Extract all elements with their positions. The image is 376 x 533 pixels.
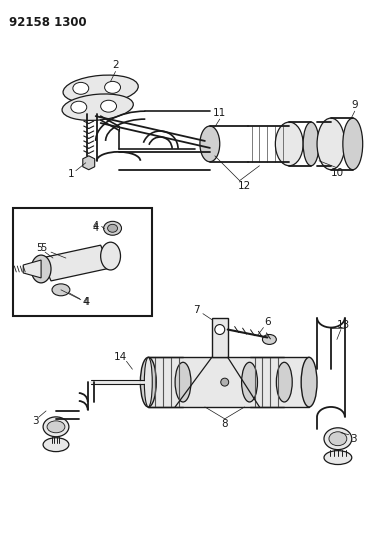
Ellipse shape [324,450,352,465]
Ellipse shape [276,362,292,402]
Polygon shape [41,245,111,281]
Text: 10: 10 [331,168,343,177]
Text: 4: 4 [84,297,90,306]
Ellipse shape [105,82,120,93]
Text: 7: 7 [193,305,199,314]
Ellipse shape [329,432,347,446]
Text: 6: 6 [264,317,271,327]
Text: 8: 8 [221,419,228,429]
Ellipse shape [31,255,51,283]
Ellipse shape [144,357,152,407]
Ellipse shape [301,357,317,407]
Ellipse shape [275,122,303,166]
Ellipse shape [101,242,120,270]
Text: 3: 3 [350,434,357,443]
Bar [212,318,228,357]
Ellipse shape [71,101,87,113]
Ellipse shape [200,126,220,162]
Text: 1: 1 [68,168,74,179]
Text: 9: 9 [352,100,358,110]
Polygon shape [83,156,95,169]
Ellipse shape [242,362,258,402]
Ellipse shape [215,325,225,335]
Text: 3: 3 [32,416,38,426]
Text: 4: 4 [92,223,99,233]
Text: 92158 1300: 92158 1300 [9,16,87,29]
Text: 2: 2 [112,61,119,70]
Ellipse shape [104,221,121,235]
Ellipse shape [108,224,118,232]
Ellipse shape [262,335,276,344]
Ellipse shape [324,428,352,450]
Text: 5: 5 [40,243,46,253]
Text: 14: 14 [114,352,127,362]
Text: 4: 4 [83,297,89,306]
Text: 4: 4 [92,221,99,231]
Ellipse shape [62,94,133,120]
Text: 11: 11 [213,108,226,118]
Text: 5: 5 [36,243,42,253]
Ellipse shape [101,100,117,112]
Polygon shape [23,260,41,278]
Ellipse shape [317,118,345,169]
Ellipse shape [175,362,191,402]
Ellipse shape [221,378,229,386]
Ellipse shape [73,83,89,94]
Ellipse shape [43,438,69,451]
Bar [148,357,309,407]
Ellipse shape [52,284,70,296]
Ellipse shape [303,122,319,166]
Text: 13: 13 [337,320,350,329]
Ellipse shape [343,118,363,169]
Ellipse shape [140,357,156,407]
Ellipse shape [43,417,69,437]
Text: 12: 12 [238,181,251,191]
Bar [13,208,152,316]
Ellipse shape [47,421,65,433]
Ellipse shape [63,75,138,103]
